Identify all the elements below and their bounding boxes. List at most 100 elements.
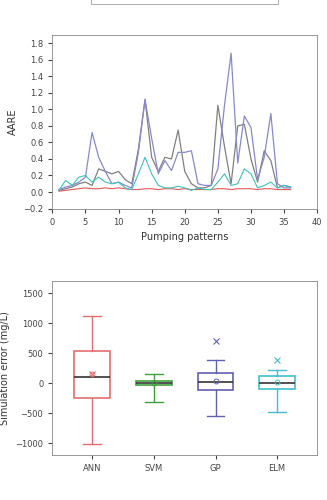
GP xyxy=(63,184,68,190)
GP xyxy=(203,182,207,188)
ANN xyxy=(209,182,213,188)
ELM xyxy=(136,171,140,177)
ANN xyxy=(236,123,240,129)
GP xyxy=(282,185,286,191)
ELM xyxy=(97,174,101,180)
SVM xyxy=(63,188,68,194)
ELM xyxy=(103,179,107,185)
GP xyxy=(289,185,293,191)
SVM xyxy=(249,186,253,192)
SVM xyxy=(77,186,81,192)
SVM xyxy=(289,186,293,192)
ANN xyxy=(123,176,127,182)
GP xyxy=(242,113,246,119)
ELM xyxy=(90,179,94,185)
GP xyxy=(130,185,134,191)
X-axis label: Pumping patterns: Pumping patterns xyxy=(141,232,229,242)
SVM xyxy=(136,186,140,192)
ELM xyxy=(123,185,127,191)
ELM xyxy=(150,171,154,177)
ELM xyxy=(256,185,260,191)
Y-axis label: Simulation error (mg/L): Simulation error (mg/L) xyxy=(0,312,10,425)
ELM xyxy=(276,185,280,191)
ANN xyxy=(196,185,200,191)
SVM xyxy=(116,185,120,191)
ANN xyxy=(216,102,220,108)
ELM xyxy=(77,174,81,180)
ELM xyxy=(70,182,74,188)
GP xyxy=(196,181,200,187)
Legend: ANN, SVM, GP, ELM: ANN, SVM, GP, ELM xyxy=(91,0,278,4)
ANN xyxy=(70,184,74,190)
SVM xyxy=(276,186,280,192)
ANN xyxy=(183,168,187,174)
SVM xyxy=(163,186,167,192)
ELM xyxy=(236,181,240,187)
GP xyxy=(150,136,154,141)
Line: ELM: ELM xyxy=(59,158,291,190)
GP xyxy=(189,148,193,154)
ELM xyxy=(216,179,220,185)
GP xyxy=(236,160,240,166)
SVM xyxy=(57,188,61,194)
ELM xyxy=(249,171,253,177)
SVM xyxy=(269,186,273,192)
ANN xyxy=(150,154,154,160)
SVM xyxy=(90,186,94,192)
Line: GP: GP xyxy=(59,53,291,190)
PathPatch shape xyxy=(259,376,295,389)
ELM xyxy=(196,185,200,191)
ANN xyxy=(110,171,114,177)
ANN xyxy=(136,146,140,152)
SVM xyxy=(123,186,127,192)
ANN xyxy=(269,158,273,164)
Line: SVM: SVM xyxy=(59,188,291,191)
GP xyxy=(209,182,213,188)
GP xyxy=(83,174,87,180)
GP xyxy=(136,150,140,156)
Line: ANN: ANN xyxy=(59,100,291,190)
ELM xyxy=(209,186,213,192)
SVM xyxy=(203,186,207,192)
ANN xyxy=(57,188,61,194)
SVM xyxy=(83,185,87,191)
ANN xyxy=(256,179,260,185)
GP xyxy=(256,176,260,182)
ANN xyxy=(103,168,107,174)
ANN xyxy=(163,154,167,160)
Y-axis label: AARE: AARE xyxy=(8,108,18,135)
ELM xyxy=(143,154,147,160)
SVM xyxy=(189,186,193,192)
GP xyxy=(262,154,266,160)
ANN xyxy=(189,181,193,187)
GP xyxy=(269,110,273,116)
SVM xyxy=(209,186,213,192)
SVM xyxy=(110,186,114,192)
ELM xyxy=(130,186,134,192)
ELM xyxy=(183,185,187,191)
SVM xyxy=(130,186,134,192)
GP xyxy=(163,158,167,164)
ANN xyxy=(262,148,266,154)
ELM xyxy=(110,181,114,187)
ELM xyxy=(262,182,266,188)
GP xyxy=(70,182,74,188)
ELM xyxy=(176,183,180,189)
SVM xyxy=(256,186,260,192)
ANN xyxy=(203,185,207,191)
ANN xyxy=(90,182,94,188)
SVM xyxy=(97,186,101,192)
ANN xyxy=(130,181,134,187)
SVM xyxy=(236,186,240,192)
ANN xyxy=(143,96,147,102)
ELM xyxy=(282,182,286,188)
ANN xyxy=(289,184,293,190)
GP xyxy=(97,154,101,160)
ELM xyxy=(242,166,246,172)
ANN xyxy=(83,179,87,185)
GP xyxy=(176,150,180,156)
GP xyxy=(77,179,81,185)
ELM xyxy=(289,184,293,190)
SVM xyxy=(196,186,200,192)
GP xyxy=(229,50,233,56)
